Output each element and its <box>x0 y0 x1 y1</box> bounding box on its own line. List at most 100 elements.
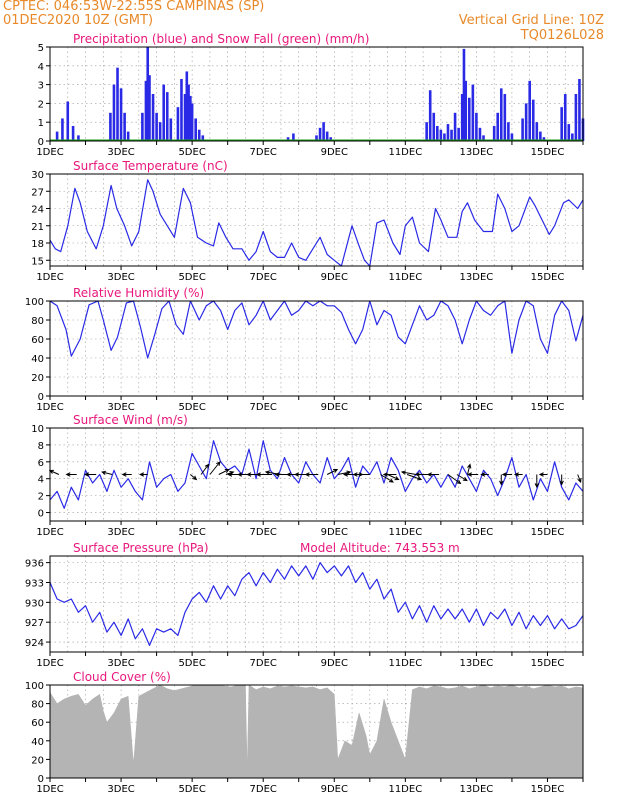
y-tick-label: 40 <box>31 737 44 748</box>
y-tick-label: 5 <box>38 43 44 54</box>
precip-bar <box>155 112 158 141</box>
precip-bar <box>123 112 126 141</box>
wind-arrow <box>426 472 440 477</box>
x-tick-label: 7DEC <box>250 658 277 669</box>
y-tick-label: 20 <box>31 373 44 384</box>
precip-bar <box>443 133 446 141</box>
wind-arrow <box>121 472 132 477</box>
x-tick-label: 9DEC <box>321 658 348 669</box>
precip-bar <box>148 75 151 141</box>
wind-arrow <box>406 474 423 481</box>
panel-4: 924 927 930 933 936 1DEC 3DEC 5DEC 7DEC 9DEC 11DEC… <box>25 541 584 669</box>
precip-bar <box>510 133 514 141</box>
y-tick-label: 0 <box>38 392 44 403</box>
panel-5: 0 20 40 60 80 100 1DEC 3DEC 5DEC 7DEC 9DEC 11DEC 13D… <box>25 670 584 795</box>
precip-bar <box>524 103 528 141</box>
precip-bar <box>467 97 471 141</box>
y-tick-label: 2 <box>38 492 44 503</box>
wind-arrow <box>456 474 468 482</box>
panel-3: 0 2 4 6 8 10 1DEC 3DEC 5DEC 7DEC 9DEC 11DEC 13DEC 15D… <box>31 413 584 538</box>
wind-arrow <box>48 469 60 475</box>
panel-title: Surface Pressure (hPa) <box>73 541 209 555</box>
precip-bar <box>158 122 162 141</box>
precip-bar <box>428 90 432 141</box>
precip-bar <box>71 125 75 141</box>
x-tick-label: 9DEC <box>321 784 348 795</box>
precip-bar <box>119 88 123 141</box>
precip-bar <box>482 135 485 141</box>
precip-bar <box>201 135 205 141</box>
wind-arrow <box>577 474 582 484</box>
wind-arrow <box>65 472 77 477</box>
y-tick-label: 927 <box>25 618 44 629</box>
y-tick-label: 936 <box>25 559 44 570</box>
x-tick-label: 1DEC <box>36 272 63 283</box>
panel-title: Precipitation (blue) and Snow Fall (gree… <box>73 32 369 46</box>
wind-arrow <box>200 463 210 475</box>
precip-bar <box>109 112 112 141</box>
y-tick-label: 60 <box>31 335 44 346</box>
precip-bar <box>471 84 475 141</box>
precip-bar <box>329 137 333 141</box>
precip-bar <box>151 94 155 141</box>
y-tick-label: 4 <box>38 62 44 73</box>
precip-bar <box>574 94 578 141</box>
x-tick-label: 3DEC <box>107 147 134 158</box>
precip-bar <box>77 135 80 141</box>
precip-bar <box>66 101 70 141</box>
model-id: TQ0126L028 <box>520 28 604 43</box>
y-tick-label: 933 <box>25 578 44 589</box>
wind-arrow <box>559 474 564 486</box>
precip-bar <box>535 122 539 141</box>
y-tick-label: 930 <box>25 598 44 609</box>
x-tick-label: 9DEC <box>321 527 348 538</box>
wind-arrow <box>513 472 523 477</box>
wind-arrow <box>499 474 504 486</box>
precip-bar <box>180 78 183 141</box>
x-tick-label: 13DEC <box>460 658 494 669</box>
x-tick-label: 15DEC <box>531 784 565 795</box>
wind-arrow <box>467 472 479 477</box>
precip-bar <box>521 118 524 141</box>
panel-2: 0 20 40 60 80 100 1DEC 3DEC 5DEC 7DEC 9DEC 11DEC 13D… <box>25 286 584 413</box>
precip-bar <box>112 84 116 141</box>
y-tick-label: 924 <box>25 638 44 649</box>
wind-arrow <box>382 472 397 477</box>
precip-bar <box>126 131 130 141</box>
precip-bar <box>146 47 150 141</box>
y-tick-label: 0 <box>38 774 44 785</box>
wind-arrow <box>337 470 352 475</box>
precip-bar <box>322 122 325 141</box>
y-tick-label: 18 <box>31 239 44 250</box>
precip-bar <box>460 94 464 141</box>
precip-bar <box>318 127 322 141</box>
forecast-date: 01DEC2020 10Z (GMT) <box>3 13 154 28</box>
x-tick-label: 15DEC <box>531 658 565 669</box>
x-tick-label: 11DEC <box>388 658 422 669</box>
precip-bar <box>446 124 450 141</box>
x-tick-label: 3DEC <box>107 402 134 413</box>
wind-arrow <box>414 472 429 477</box>
precip-bar <box>315 135 318 141</box>
wind-arrow <box>84 472 97 477</box>
y-tick-label: 100 <box>25 681 44 692</box>
precip-bar <box>292 133 295 141</box>
precip-bar <box>450 129 453 141</box>
series-line <box>49 561 584 647</box>
x-tick-label: 9DEC <box>321 147 348 158</box>
precip-bar <box>183 94 187 141</box>
panel-1: 15 18 21 24 27 30 1DEC 3DEC 5DEC 7DEC 9DEC 11DEC 13D… <box>31 159 584 283</box>
panel-title: Relative Humidity (%) <box>73 286 204 300</box>
x-tick-label: 11DEC <box>388 272 422 283</box>
precip-bar <box>507 122 510 141</box>
y-tick-label: 10 <box>31 424 44 435</box>
x-tick-label: 7DEC <box>250 147 277 158</box>
wind-arrow <box>501 472 512 477</box>
precip-bar <box>439 129 443 141</box>
y-tick-label: 0 <box>38 509 44 520</box>
wind-arrow <box>467 463 472 475</box>
wind-arrow <box>139 472 148 477</box>
x-tick-label: 7DEC <box>250 272 277 283</box>
x-tick-label: 1DEC <box>36 784 63 795</box>
series-line <box>49 179 584 267</box>
